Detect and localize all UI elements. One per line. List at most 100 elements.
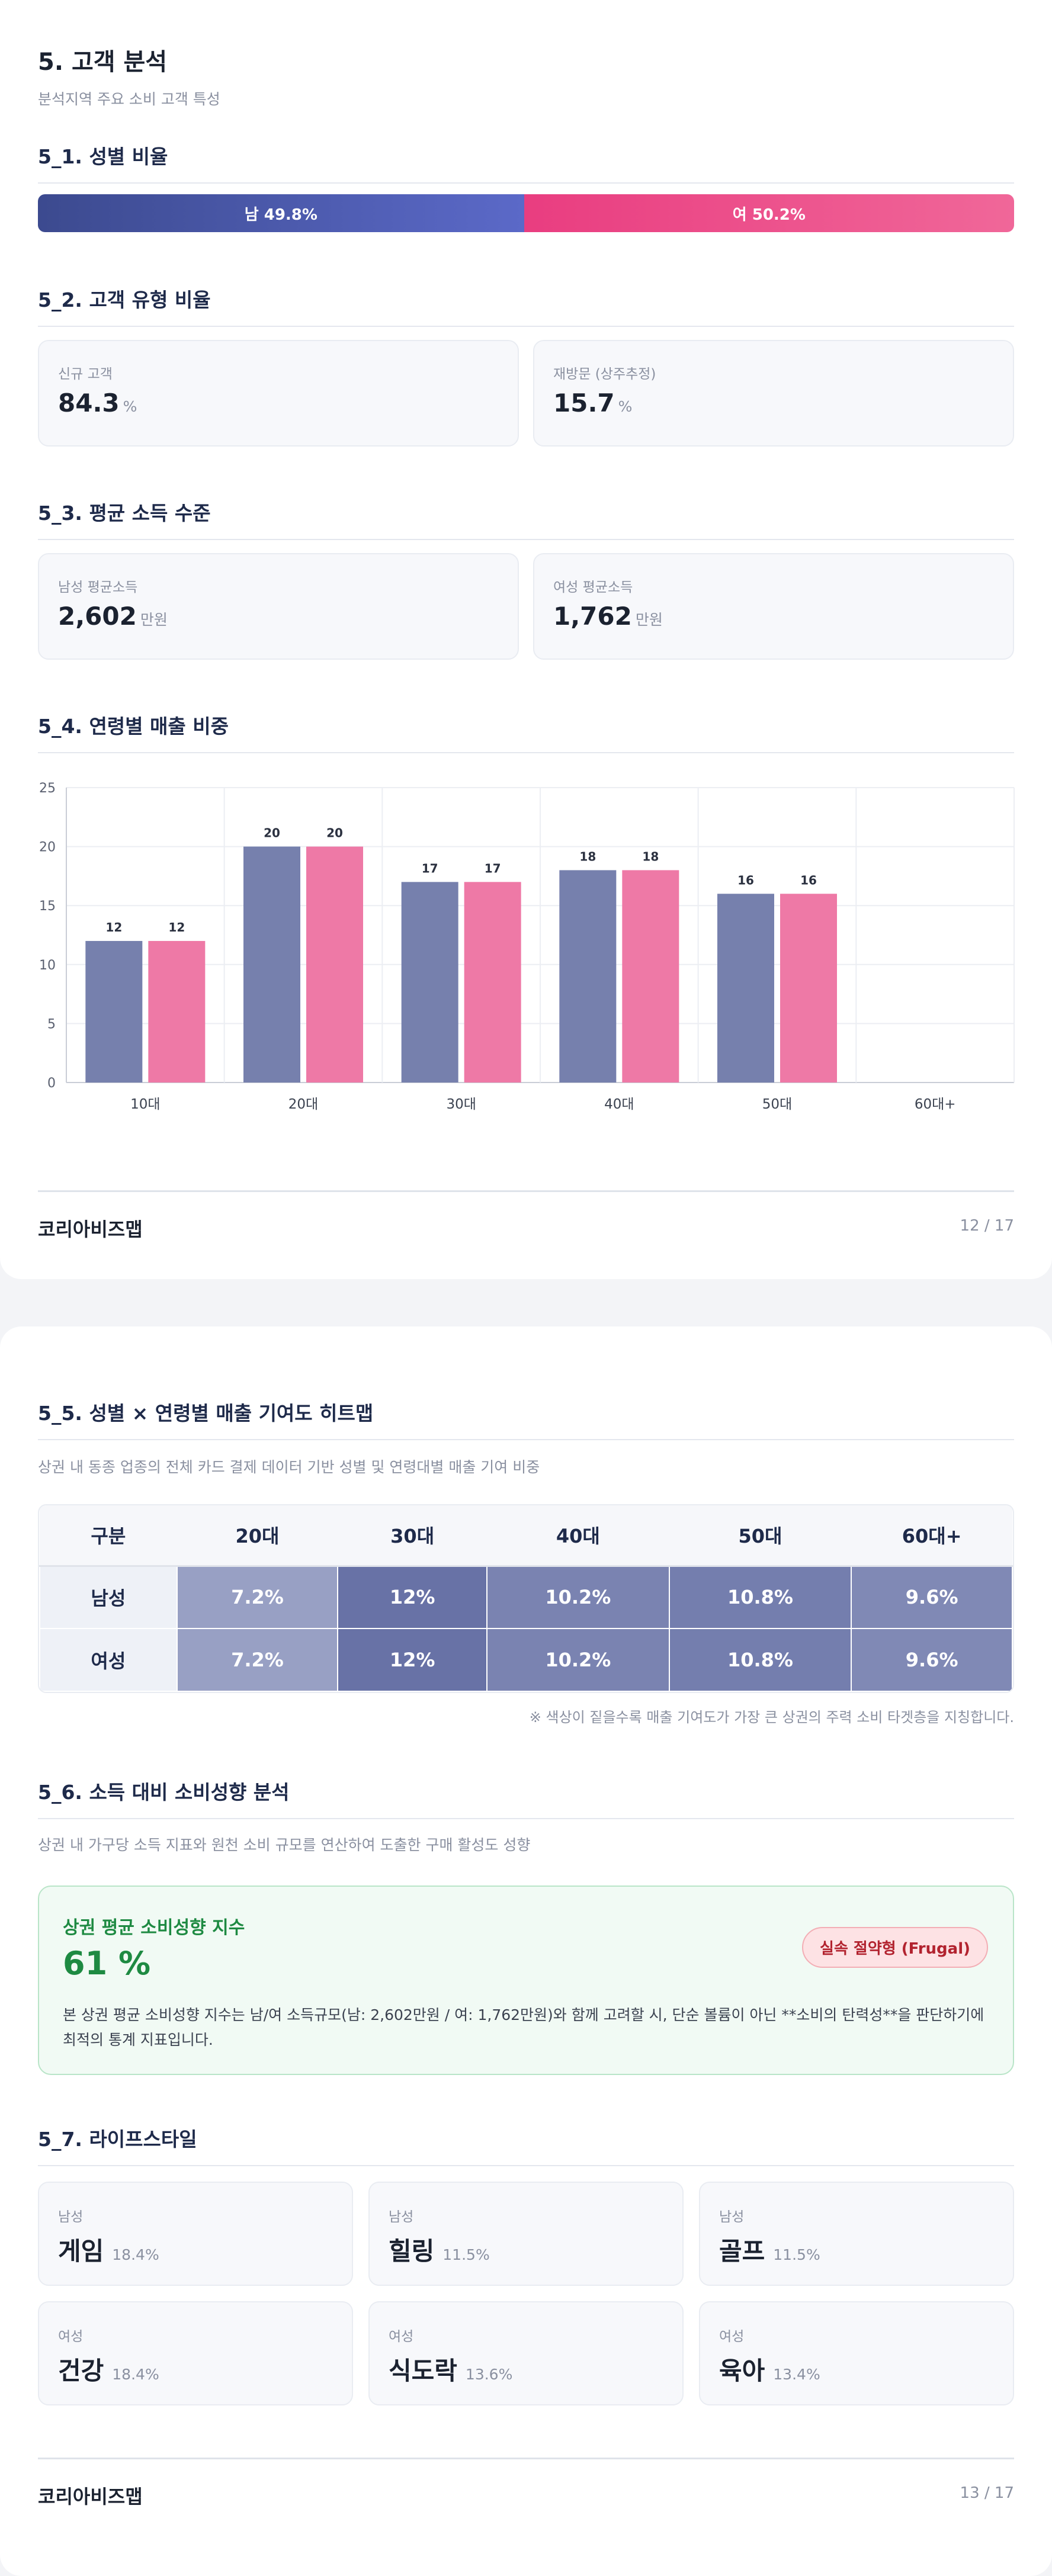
lifestyle-name: 건강 [58, 2356, 104, 2385]
page-footer: 코리아비즈맵 12 / 17 [38, 1190, 1014, 1250]
lifestyle-pct: 11.5% [773, 2246, 820, 2263]
gender-ratio-heading: 5_1. 성별 비율 [38, 141, 1014, 184]
heatmap-table-wrap: 구분 20대 30대 40대 50대 60대+ 남성 7.2% 12% 10.2… [38, 1504, 1014, 1693]
spending-heading: 5_6. 소득 대비 소비성향 분석 [38, 1777, 1014, 1819]
report-page-13: 5_5. 성별 × 연령별 매출 기여도 히트맵 상권 내 동종 업종의 전체 … [0, 1326, 1052, 2576]
heatmap-header-cell: 30대 [338, 1505, 487, 1567]
heatmap-table: 구분 20대 30대 40대 50대 60대+ 남성 7.2% 12% 10.2… [39, 1505, 1013, 1692]
heatmap-header-row: 구분 20대 30대 40대 50대 60대+ [40, 1505, 1012, 1567]
x-tick-label: 50대 [762, 1097, 792, 1112]
footer-page-number: 13 / 17 [960, 2484, 1014, 2502]
heatmap-heading: 5_5. 성별 × 연령별 매출 기여도 히트맵 [38, 1398, 1014, 1440]
lifestyle-value: 게임 18.4% [58, 2231, 159, 2267]
bar-value-label: 17 [422, 861, 438, 875]
x-tick-label: 20대 [288, 1097, 318, 1112]
card-value: 1,762 만원 [553, 602, 663, 631]
heatmap-cell: 10.8% [668, 1628, 852, 1692]
heatmap-description: 상권 내 동종 업종의 전체 카드 결제 데이터 기반 성별 및 연령대별 매출… [38, 1459, 540, 1476]
heatmap-row-label: 남성 [39, 1565, 178, 1629]
lifestyle-pct: 18.4% [112, 2246, 159, 2263]
heatmap-cell: 10.8% [668, 1565, 852, 1629]
y-tick-label: 15 [39, 899, 56, 914]
card-label: 재방문 (상주추정) [553, 367, 656, 382]
income-heading: 5_3. 평균 소득 수준 [38, 497, 1014, 540]
bar-value-label: 12 [105, 920, 122, 934]
x-tick-label: 10대 [130, 1097, 160, 1112]
lifestyle-value: 힐링 11.5% [389, 2231, 490, 2267]
heatmap-cell: 9.6% [851, 1565, 1013, 1629]
bar-female [780, 894, 837, 1083]
lifestyle-card: 남성 게임 18.4% [38, 2182, 353, 2286]
heatmap-cell: 12% [337, 1628, 487, 1692]
heatmap-note: ※ 색상이 짙을수록 매출 기여도가 가장 큰 상권의 주력 소비 타겟층을 지… [529, 1709, 1014, 1726]
customer-type-heading: 5_2. 고객 유형 비율 [38, 284, 1014, 327]
lifestyle-gender: 여성 [719, 2329, 745, 2344]
y-tick-label: 20 [39, 840, 56, 855]
frugal-badge: 실속 절약형 (Frugal) [802, 1927, 988, 1968]
bar-male [243, 846, 300, 1083]
heatmap-row-label: 여성 [39, 1628, 178, 1692]
card-value: 2,602 만원 [58, 602, 168, 631]
bar-female [622, 870, 679, 1083]
lifestyle-heading: 5_7. 라이프스타일 [38, 2124, 1014, 2166]
lifestyle-card: 남성 골프 11.5% [699, 2182, 1014, 2286]
footer-brand: 코리아비즈맵 [38, 2485, 143, 2508]
x-tick-label: 40대 [604, 1097, 634, 1112]
x-tick-label: 60대+ [915, 1097, 956, 1112]
spending-index-title: 상권 평균 소비성향 지수 [63, 1917, 245, 1938]
section-title: 5. 고객 분석 [38, 49, 168, 76]
lifestyle-pct: 18.4% [112, 2366, 159, 2383]
spending-index-description: 본 상권 평균 소비성향 지수는 남/여 소득규모(남: 2,602만원 / 여… [63, 2006, 984, 2048]
bar-value-label: 16 [800, 873, 817, 887]
spending-description: 상권 내 가구당 소득 지표와 원천 소비 규모를 연산하여 도출한 구매 활성… [38, 1836, 531, 1854]
lifestyle-card: 남성 힐링 11.5% [368, 2182, 684, 2286]
lifestyle-name: 골프 [719, 2237, 765, 2266]
gender-bar-male: 남 49.8% [38, 194, 524, 232]
age-sales-bar-chart: 0 5 10 15 20 25 12 12 10대 20 20 20대 17 17 30대 18 18 40대 16… [39, 781, 1015, 1112]
returning-customer-card: 재방문 (상주추정) 15.7% [533, 340, 1014, 447]
footer-brand: 코리아비즈맵 [38, 1218, 143, 1241]
lifestyle-value: 식도락 13.6% [389, 2351, 512, 2387]
lifestyle-value: 건강 18.4% [58, 2351, 159, 2387]
bar-value-label: 16 [737, 873, 754, 887]
heatmap-cell: 7.2% [176, 1628, 339, 1692]
heatmap-cell: 9.6% [851, 1628, 1013, 1692]
y-tick-label: 10 [39, 958, 56, 973]
bar-value-label: 20 [264, 826, 280, 840]
bar-male [401, 882, 458, 1083]
heatmap-header-cell: 구분 [40, 1505, 177, 1567]
lifestyle-card: 여성 건강 18.4% [38, 2301, 353, 2405]
bar-value-label: 18 [579, 849, 596, 863]
y-tick-label: 0 [47, 1076, 56, 1091]
section-header: 5. 고객 분석 분석지역 주요 소비 고객 특성 [38, 43, 1014, 109]
lifestyle-card: 여성 육아 13.4% [699, 2301, 1014, 2405]
male-income-card: 남성 평균소득 2,602 만원 [38, 553, 519, 660]
lifestyle-name: 게임 [58, 2237, 104, 2266]
lifestyle-name: 식도락 [389, 2356, 457, 2385]
lifestyle-value: 골프 11.5% [719, 2231, 820, 2267]
card-value: 15.7% [553, 388, 633, 417]
new-customer-card: 신규 고객 84.3% [38, 340, 519, 447]
lifestyle-pct: 13.4% [773, 2366, 820, 2383]
report-page-12: 5. 고객 분석 분석지역 주요 소비 고객 특성 5_1. 성별 비율 남 4… [0, 0, 1052, 1279]
spending-index-value: 61 % [63, 1945, 151, 1982]
card-value: 84.3% [58, 388, 137, 417]
bar-female [306, 846, 363, 1083]
y-tick-label: 5 [47, 1017, 56, 1032]
lifestyle-name: 육아 [719, 2356, 765, 2385]
heatmap-cell: 7.2% [176, 1565, 339, 1629]
card-label: 여성 평균소득 [553, 580, 633, 595]
lifestyle-pct: 13.6% [465, 2366, 513, 2383]
lifestyle-value: 육아 13.4% [719, 2351, 820, 2387]
gender-bar-female: 여 50.2% [524, 194, 1014, 232]
female-income-card: 여성 평균소득 1,762 만원 [533, 553, 1014, 660]
gender-ratio-bar: 남 49.8% 여 50.2% [38, 194, 1014, 232]
lifestyle-gender: 남성 [719, 2209, 745, 2225]
bar-value-label: 12 [168, 920, 185, 934]
lifestyle-gender: 남성 [58, 2209, 84, 2225]
lifestyle-gender: 여성 [58, 2329, 84, 2344]
card-label: 신규 고객 [58, 367, 113, 382]
bar-value-label: 20 [326, 826, 343, 840]
heatmap-cell: 10.2% [486, 1628, 670, 1692]
heatmap-header-cell: 20대 [177, 1505, 338, 1567]
